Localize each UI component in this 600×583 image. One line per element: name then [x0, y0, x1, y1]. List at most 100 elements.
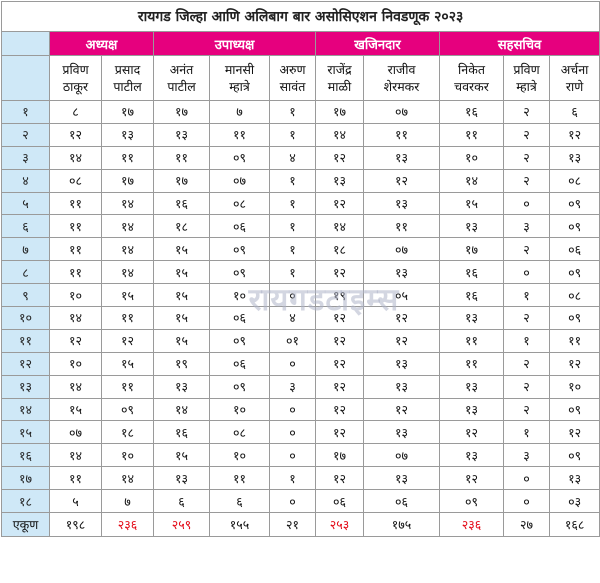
vote-cell: ११ — [363, 214, 440, 239]
table-row: १४ १५ ०९ १४ १० ० १२ १२ १३ २ ०९ — [1, 397, 600, 422]
vote-cell: १३ — [439, 443, 504, 468]
vote-cell: ०६ — [315, 489, 364, 514]
sheet-title: रायगड जिल्हा आणि अलिबाग बार असोसिएशन निव… — [0, 1, 600, 32]
vote-cell: १३ — [439, 397, 504, 422]
vote-cell: ० — [503, 191, 550, 216]
vote-cell: ०९ — [548, 397, 600, 422]
vote-cell: १३ — [439, 374, 504, 399]
vote-cell: १५ — [153, 306, 210, 330]
candidate-first-name: राजेंद्र — [327, 62, 352, 77]
candidate-first-name: प्रविण — [62, 62, 89, 77]
table-row: ३ १४ ११ ११ ०९ ४ १२ १३ १० २ १३ — [1, 145, 600, 170]
vote-cell: ८ — [49, 100, 102, 124]
candidate-last-name: सावंत — [279, 79, 306, 94]
vote-cell: १६ — [439, 283, 504, 308]
vote-cell: ० — [503, 260, 550, 285]
vote-cell: ०९ — [209, 145, 270, 170]
vote-cell: ०७ — [49, 420, 102, 445]
vote-cell: १२ — [315, 420, 364, 445]
candidate-last-name: म्हात्रे — [229, 79, 250, 94]
table-row: १० १४ ११ १५ ०६ ४ १२ १२ १३ २ ०९ — [1, 306, 600, 330]
vote-cell: १३ — [439, 306, 504, 330]
candidate-last-name: माळी — [327, 79, 352, 94]
corner-cell — [1, 55, 50, 101]
candidate-first-name: निकेत — [458, 62, 485, 77]
vote-cell: १३ — [153, 466, 210, 491]
position-treasurer: खजिनदार — [315, 31, 440, 56]
table-row: ४ ०८ १७ १७ ०७ १ १३ १२ १४ २ ०८ — [1, 168, 600, 193]
vote-cell: ११ — [101, 145, 154, 170]
vote-cell: ६ — [153, 489, 210, 514]
table-row: १५ ०७ १८ १६ ०८ ० १२ १३ १२ १ १२ — [1, 420, 600, 445]
candidate-name: राजेंद्र माळी — [315, 55, 364, 101]
vote-cell: १६ — [439, 260, 504, 285]
vote-cell: १७ — [101, 168, 154, 193]
vote-cell: ०६ — [209, 306, 270, 330]
total-label: एकूण — [1, 512, 50, 538]
vote-cell: १ — [269, 168, 316, 193]
candidate-last-name: म्हात्रे — [516, 79, 537, 94]
booth-number: १३ — [1, 374, 50, 399]
vote-cell: १२ — [363, 397, 440, 422]
vote-cell: १८ — [315, 237, 364, 262]
table-row: ११ १२ १२ १५ ०९ ०१ १२ १२ ११ १ ११ — [1, 328, 600, 353]
vote-cell: १३ — [439, 214, 504, 239]
vote-cell: ०८ — [49, 168, 102, 193]
vote-cell: २ — [503, 122, 550, 147]
vote-cell: १० — [209, 443, 270, 468]
candidate-last-name: चवरकर — [454, 79, 489, 94]
vote-cell: १२ — [49, 328, 102, 353]
vote-cell: ०८ — [209, 191, 270, 216]
vote-cell: ११ — [49, 191, 102, 216]
table-row: १२ १० १५ १९ ०६ ० १२ १३ ११ २ १२ — [1, 351, 600, 376]
candidate-last-name: ठाकूर — [62, 79, 89, 94]
vote-cell: १४ — [315, 122, 364, 147]
table-row: ८ ११ १४ १५ ०९ १ १२ १३ १६ ० ०९ — [1, 260, 600, 285]
vote-cell: ०८ — [548, 168, 600, 193]
booth-number: १७ — [1, 466, 50, 491]
candidate-name: प्रविण म्हात्रे — [503, 55, 550, 101]
vote-cell: १३ — [363, 260, 440, 285]
booth-number: १५ — [1, 420, 50, 445]
vote-cell: २ — [503, 168, 550, 193]
vote-cell: ० — [269, 283, 316, 308]
vote-cell: १४ — [101, 260, 154, 285]
vote-cell: १८ — [101, 420, 154, 445]
booth-number: १ — [1, 100, 50, 124]
total-cell: १९८ — [49, 512, 102, 538]
position-header-row: अध्यक्ष उपाध्यक्ष खजिनदार सहसचिव — [1, 31, 600, 56]
vote-cell: ०७ — [363, 237, 440, 262]
vote-cell: ०६ — [363, 489, 440, 514]
candidate-first-name: अरुण — [279, 62, 306, 77]
vote-cell: ११ — [101, 374, 154, 399]
booth-number: ८ — [1, 260, 50, 285]
vote-cell: ०६ — [209, 351, 270, 376]
vote-cell: १२ — [363, 328, 440, 353]
vote-cell: १२ — [101, 328, 154, 353]
vote-cell: १४ — [49, 145, 102, 170]
vote-cell: ०९ — [209, 374, 270, 399]
position-vice-president: उपाध्यक्ष — [153, 31, 316, 56]
vote-cell: ०९ — [209, 237, 270, 262]
vote-cell: १२ — [315, 191, 364, 216]
total-cell: २१ — [269, 512, 316, 538]
booth-number: २ — [1, 122, 50, 147]
vote-cell: १२ — [315, 397, 364, 422]
vote-cell: ० — [269, 489, 316, 514]
vote-cell: ४ — [269, 306, 316, 330]
table-row: १ ८ १७ १७ ७ १ १७ ०७ १६ २ ६ — [1, 100, 600, 124]
booth-number: ११ — [1, 328, 50, 353]
vote-cell: १ — [269, 237, 316, 262]
vote-cell: १४ — [49, 443, 102, 468]
vote-cell: १४ — [315, 214, 364, 239]
vote-cell: २ — [503, 397, 550, 422]
vote-cell: १५ — [101, 283, 154, 308]
vote-cell: २ — [503, 100, 550, 124]
table-row: ५ ११ १४ १६ ०८ १ १२ १३ १५ ० ०९ — [1, 191, 600, 216]
vote-cell: ०७ — [363, 100, 440, 124]
vote-cell: २ — [503, 351, 550, 376]
vote-cell: २ — [503, 374, 550, 399]
vote-cell: १३ — [153, 122, 210, 147]
vote-cell: १३ — [363, 191, 440, 216]
vote-cell: ०९ — [548, 306, 600, 330]
